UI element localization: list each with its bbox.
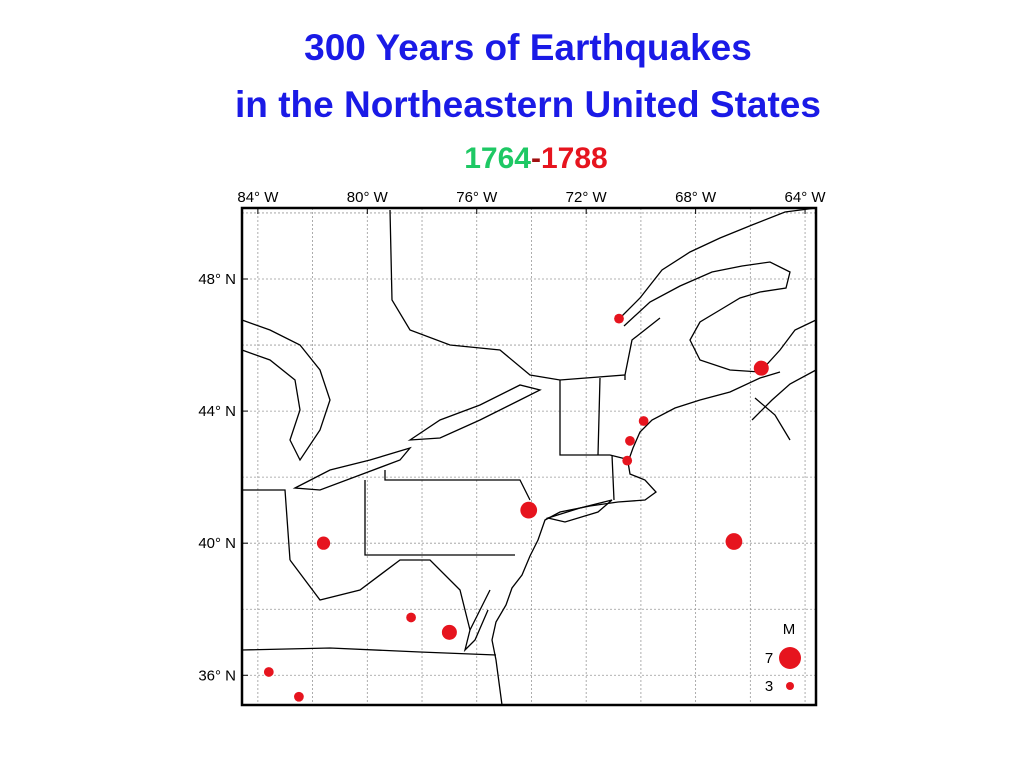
earthquake — [406, 612, 416, 623]
y-tick-label: 44° N — [198, 403, 236, 420]
coastline — [545, 499, 613, 523]
x-tick-label: 72° W — [566, 189, 608, 206]
period-start: 1764 — [464, 142, 531, 175]
legend-label: 3 — [765, 678, 773, 695]
earthquake — [625, 435, 635, 446]
coastline — [751, 369, 817, 441]
earthquake — [441, 624, 457, 640]
earthquake — [520, 501, 538, 519]
coastline — [623, 261, 817, 373]
earthquake — [294, 691, 304, 702]
border — [241, 559, 497, 656]
map-frame — [240, 206, 818, 707]
events — [263, 313, 769, 702]
period: 1764-1788 — [464, 142, 608, 175]
border — [242, 470, 531, 561]
period-end: 1788 — [541, 142, 608, 175]
coastline — [619, 207, 817, 319]
earthquake — [316, 536, 331, 550]
legend-marker — [786, 682, 794, 690]
earthquake — [622, 455, 633, 466]
x-tick-label: 80° W — [347, 189, 389, 206]
coastline — [463, 589, 491, 653]
earthquake — [725, 533, 743, 550]
title-line: in the Northeastern United States — [235, 84, 821, 125]
border — [559, 377, 631, 501]
legend-title: M — [783, 621, 796, 638]
x-tick-label: 76° W — [456, 189, 498, 206]
border — [389, 209, 661, 381]
legend-marker — [779, 647, 801, 669]
earthquake — [614, 313, 624, 324]
earthquake — [753, 360, 769, 376]
legend-label: 7 — [765, 650, 773, 667]
lake — [292, 446, 412, 491]
period-dash: - — [531, 142, 541, 175]
earthquake — [263, 667, 274, 677]
grid: 84° W 80° W 76° W 72° W 68° W 64° W 48° N 44° N… — [198, 189, 826, 705]
y-tick-label: 40° N — [198, 535, 236, 552]
x-tick-label: 84° W — [237, 189, 279, 206]
y-tick-label: 48° N — [198, 271, 236, 288]
geography — [241, 207, 817, 706]
x-tick-label: 64° W — [785, 189, 827, 206]
legend: 73 — [765, 647, 801, 695]
lake — [241, 319, 331, 462]
earthquake — [638, 416, 649, 426]
lake — [407, 384, 542, 441]
coastline — [491, 371, 781, 706]
x-tick-label: 68° W — [675, 189, 717, 206]
y-tick-label: 36° N — [198, 667, 236, 684]
title-line: 300 Years of Earthquakes — [304, 27, 752, 68]
